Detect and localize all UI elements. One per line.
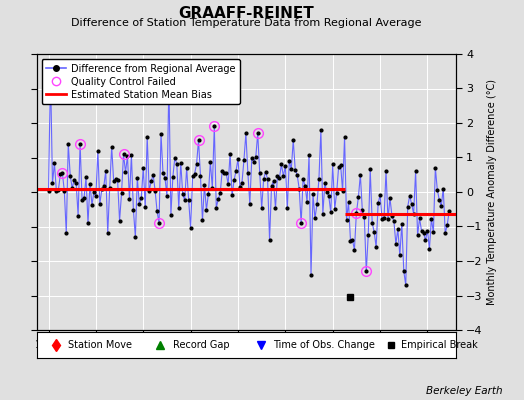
Text: Time of Obs. Change: Time of Obs. Change	[274, 340, 375, 350]
Text: GRAAFF-REINET: GRAAFF-REINET	[178, 6, 314, 21]
Legend: Difference from Regional Average, Quality Control Failed, Estimated Station Mean: Difference from Regional Average, Qualit…	[41, 59, 240, 104]
Text: Berkeley Earth: Berkeley Earth	[427, 386, 503, 396]
Y-axis label: Monthly Temperature Anomaly Difference (°C): Monthly Temperature Anomaly Difference (…	[487, 79, 497, 305]
Text: Empirical Break: Empirical Break	[401, 340, 478, 350]
Text: Record Gap: Record Gap	[173, 340, 230, 350]
Text: Station Move: Station Move	[68, 340, 132, 350]
Text: Difference of Station Temperature Data from Regional Average: Difference of Station Temperature Data f…	[71, 18, 421, 28]
